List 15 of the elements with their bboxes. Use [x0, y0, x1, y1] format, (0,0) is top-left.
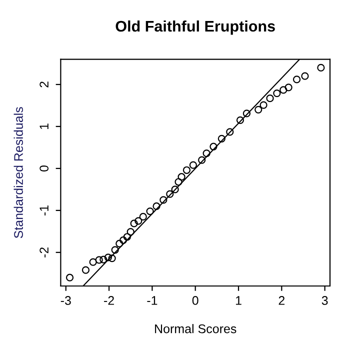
- chart-title: Old Faithful Eruptions: [116, 20, 275, 35]
- y-axis-title: Standardized Residuals: [14, 107, 23, 238]
- x-tick-label: 3: [322, 296, 328, 305]
- y-tick-label: -2: [40, 247, 48, 258]
- x-axis-title: Normal Scores: [155, 324, 236, 334]
- y-tick-label: -1: [40, 205, 48, 216]
- x-tick-label: 0: [192, 296, 198, 305]
- y-tick-label: 1: [40, 124, 48, 129]
- x-tick-label: -2: [104, 296, 114, 305]
- y-tick-label: 2: [40, 82, 48, 88]
- x-tick-label: 1: [236, 296, 242, 305]
- y-tick-label: 0: [40, 165, 49, 172]
- x-tick-label: -1: [147, 296, 158, 305]
- x-tick-label: -3: [60, 296, 71, 305]
- x-tick-label: 2: [278, 296, 285, 305]
